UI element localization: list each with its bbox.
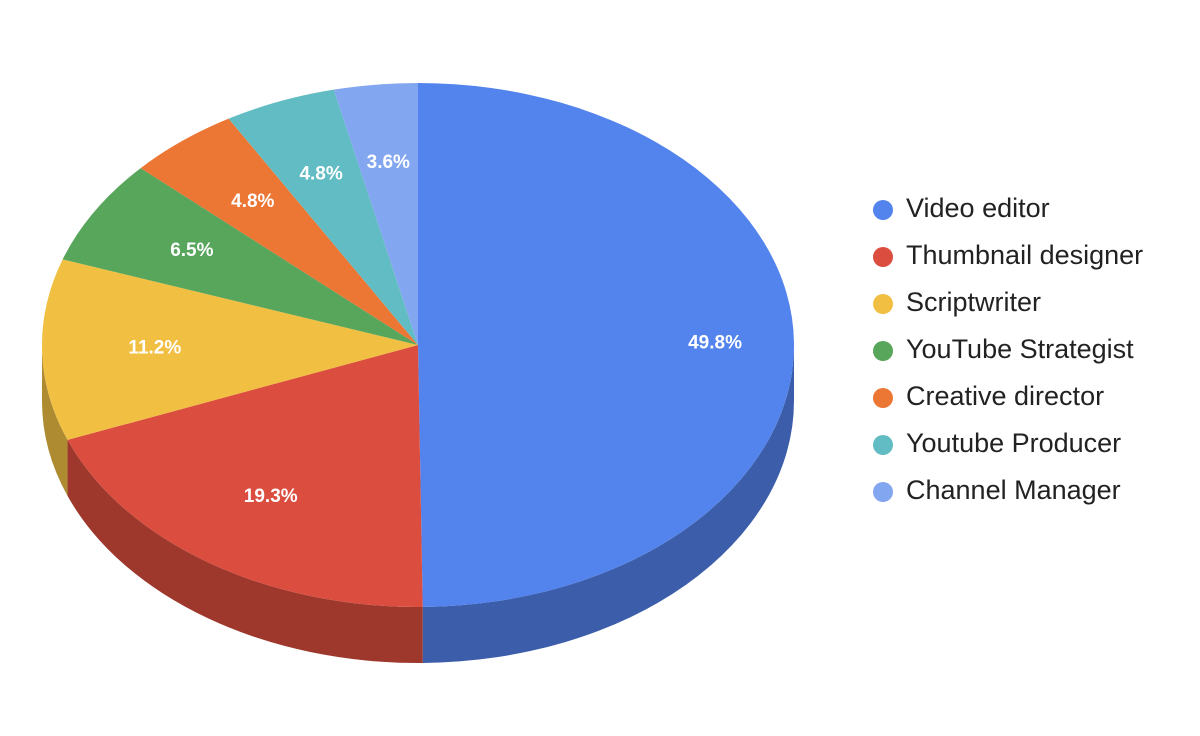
legend-label: Channel Manager <box>906 475 1121 505</box>
legend-swatch <box>873 482 893 502</box>
slice <box>67 345 423 607</box>
value-label: 19.3% <box>244 486 298 507</box>
legend-swatch <box>873 435 893 455</box>
legend-label: Video editor <box>906 193 1050 223</box>
slice-side <box>422 345 794 663</box>
legend-swatch <box>873 200 893 220</box>
slice-side <box>67 439 423 663</box>
legend-label: YouTube Strategist <box>906 334 1134 364</box>
legend-swatch <box>873 388 893 408</box>
value-label: 4.8% <box>299 163 342 184</box>
legend-swatch <box>873 294 893 314</box>
legend-label: Creative director <box>906 381 1104 411</box>
slice <box>42 259 418 440</box>
legend-swatch <box>873 247 893 267</box>
legend-swatch <box>873 341 893 361</box>
value-label: 6.5% <box>170 240 213 261</box>
legend-label: Thumbnail designer <box>906 240 1143 270</box>
slice <box>228 89 418 346</box>
slice <box>62 168 419 345</box>
slice-side <box>42 345 68 496</box>
slice <box>333 83 418 345</box>
value-label: 4.8% <box>231 191 274 212</box>
value-label: 3.6% <box>367 152 410 173</box>
value-label: 49.8% <box>688 333 742 354</box>
legend-label: Youtube Producer <box>906 428 1121 458</box>
slice <box>418 82 795 607</box>
value-label: 11.2% <box>128 337 181 358</box>
slice <box>140 118 418 345</box>
legend-label: Scriptwriter <box>906 287 1041 317</box>
